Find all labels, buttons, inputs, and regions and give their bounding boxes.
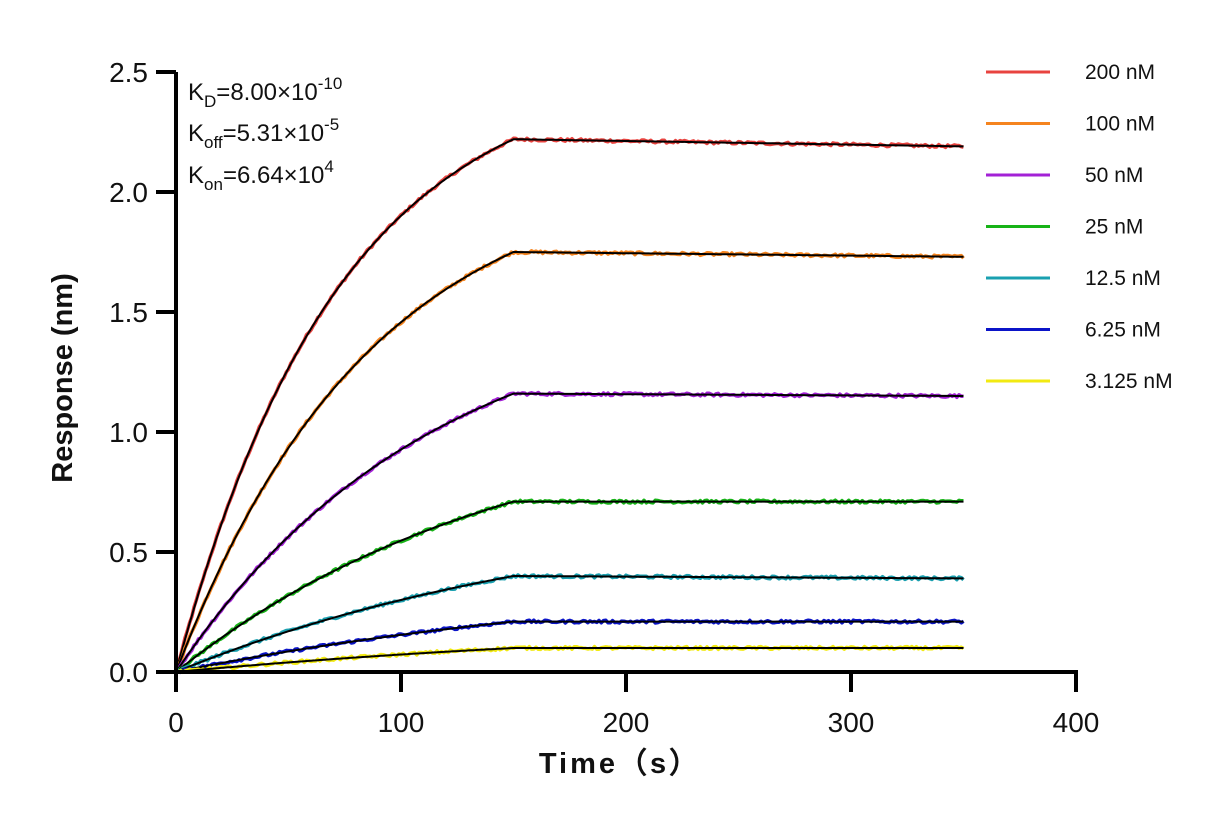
x-tick-label: 300 bbox=[828, 707, 875, 738]
data-series bbox=[174, 136, 965, 675]
fit-line bbox=[175, 500, 964, 673]
x-tick-label: 400 bbox=[1053, 707, 1100, 738]
kinetics-annotation: KD=8.00×10-10 Koff=5.31×10-5 Kon=6.64×10… bbox=[188, 74, 342, 194]
y-tick-label: 2.5 bbox=[109, 57, 148, 88]
kd-annotation: KD=8.00×10-10 bbox=[188, 74, 342, 111]
x-tick-label: 0 bbox=[168, 707, 184, 738]
legend-label: 25 nM bbox=[1085, 216, 1143, 239]
fit-line bbox=[175, 647, 964, 673]
y-axis-title: Response (nm) bbox=[47, 273, 79, 482]
x-tick-label: 200 bbox=[603, 707, 650, 738]
koff-annotation: Koff=5.31×10-5 bbox=[188, 115, 339, 152]
fit-line bbox=[175, 251, 964, 673]
x-tick-label: 100 bbox=[378, 707, 425, 738]
legend: 200 nM 100 nM 50 nM 25 nM 12.5 nM 6.25 nM 3.12… bbox=[986, 61, 1173, 393]
series-line bbox=[174, 573, 965, 674]
legend-label: 200 nM bbox=[1085, 61, 1155, 84]
kon-annotation: Kon=6.64×104 bbox=[188, 157, 334, 194]
series-line bbox=[174, 249, 965, 673]
fit-line bbox=[175, 138, 964, 673]
legend-label: 100 nM bbox=[1085, 113, 1155, 136]
x-axis-title: Time（s） bbox=[539, 747, 701, 780]
legend-label: 3.125 nM bbox=[1085, 370, 1173, 393]
y-tick-label: 0.0 bbox=[109, 657, 148, 688]
y-tick-label: 1.5 bbox=[109, 297, 148, 328]
ticks: 0.0 0.5 1.0 1.5 2.0 2.5 0 100 200 300 400 bbox=[109, 57, 1099, 738]
legend-label: 12.5 nM bbox=[1085, 267, 1161, 290]
fit-line bbox=[175, 575, 964, 673]
legend-label: 50 nM bbox=[1085, 164, 1143, 187]
y-tick-label: 0.5 bbox=[109, 537, 148, 568]
fit-line bbox=[175, 392, 964, 673]
y-tick-label: 1.0 bbox=[109, 417, 148, 448]
y-tick-label: 2.0 bbox=[109, 177, 148, 208]
fit-line bbox=[175, 620, 964, 673]
legend-label: 6.25 nM bbox=[1085, 319, 1161, 342]
